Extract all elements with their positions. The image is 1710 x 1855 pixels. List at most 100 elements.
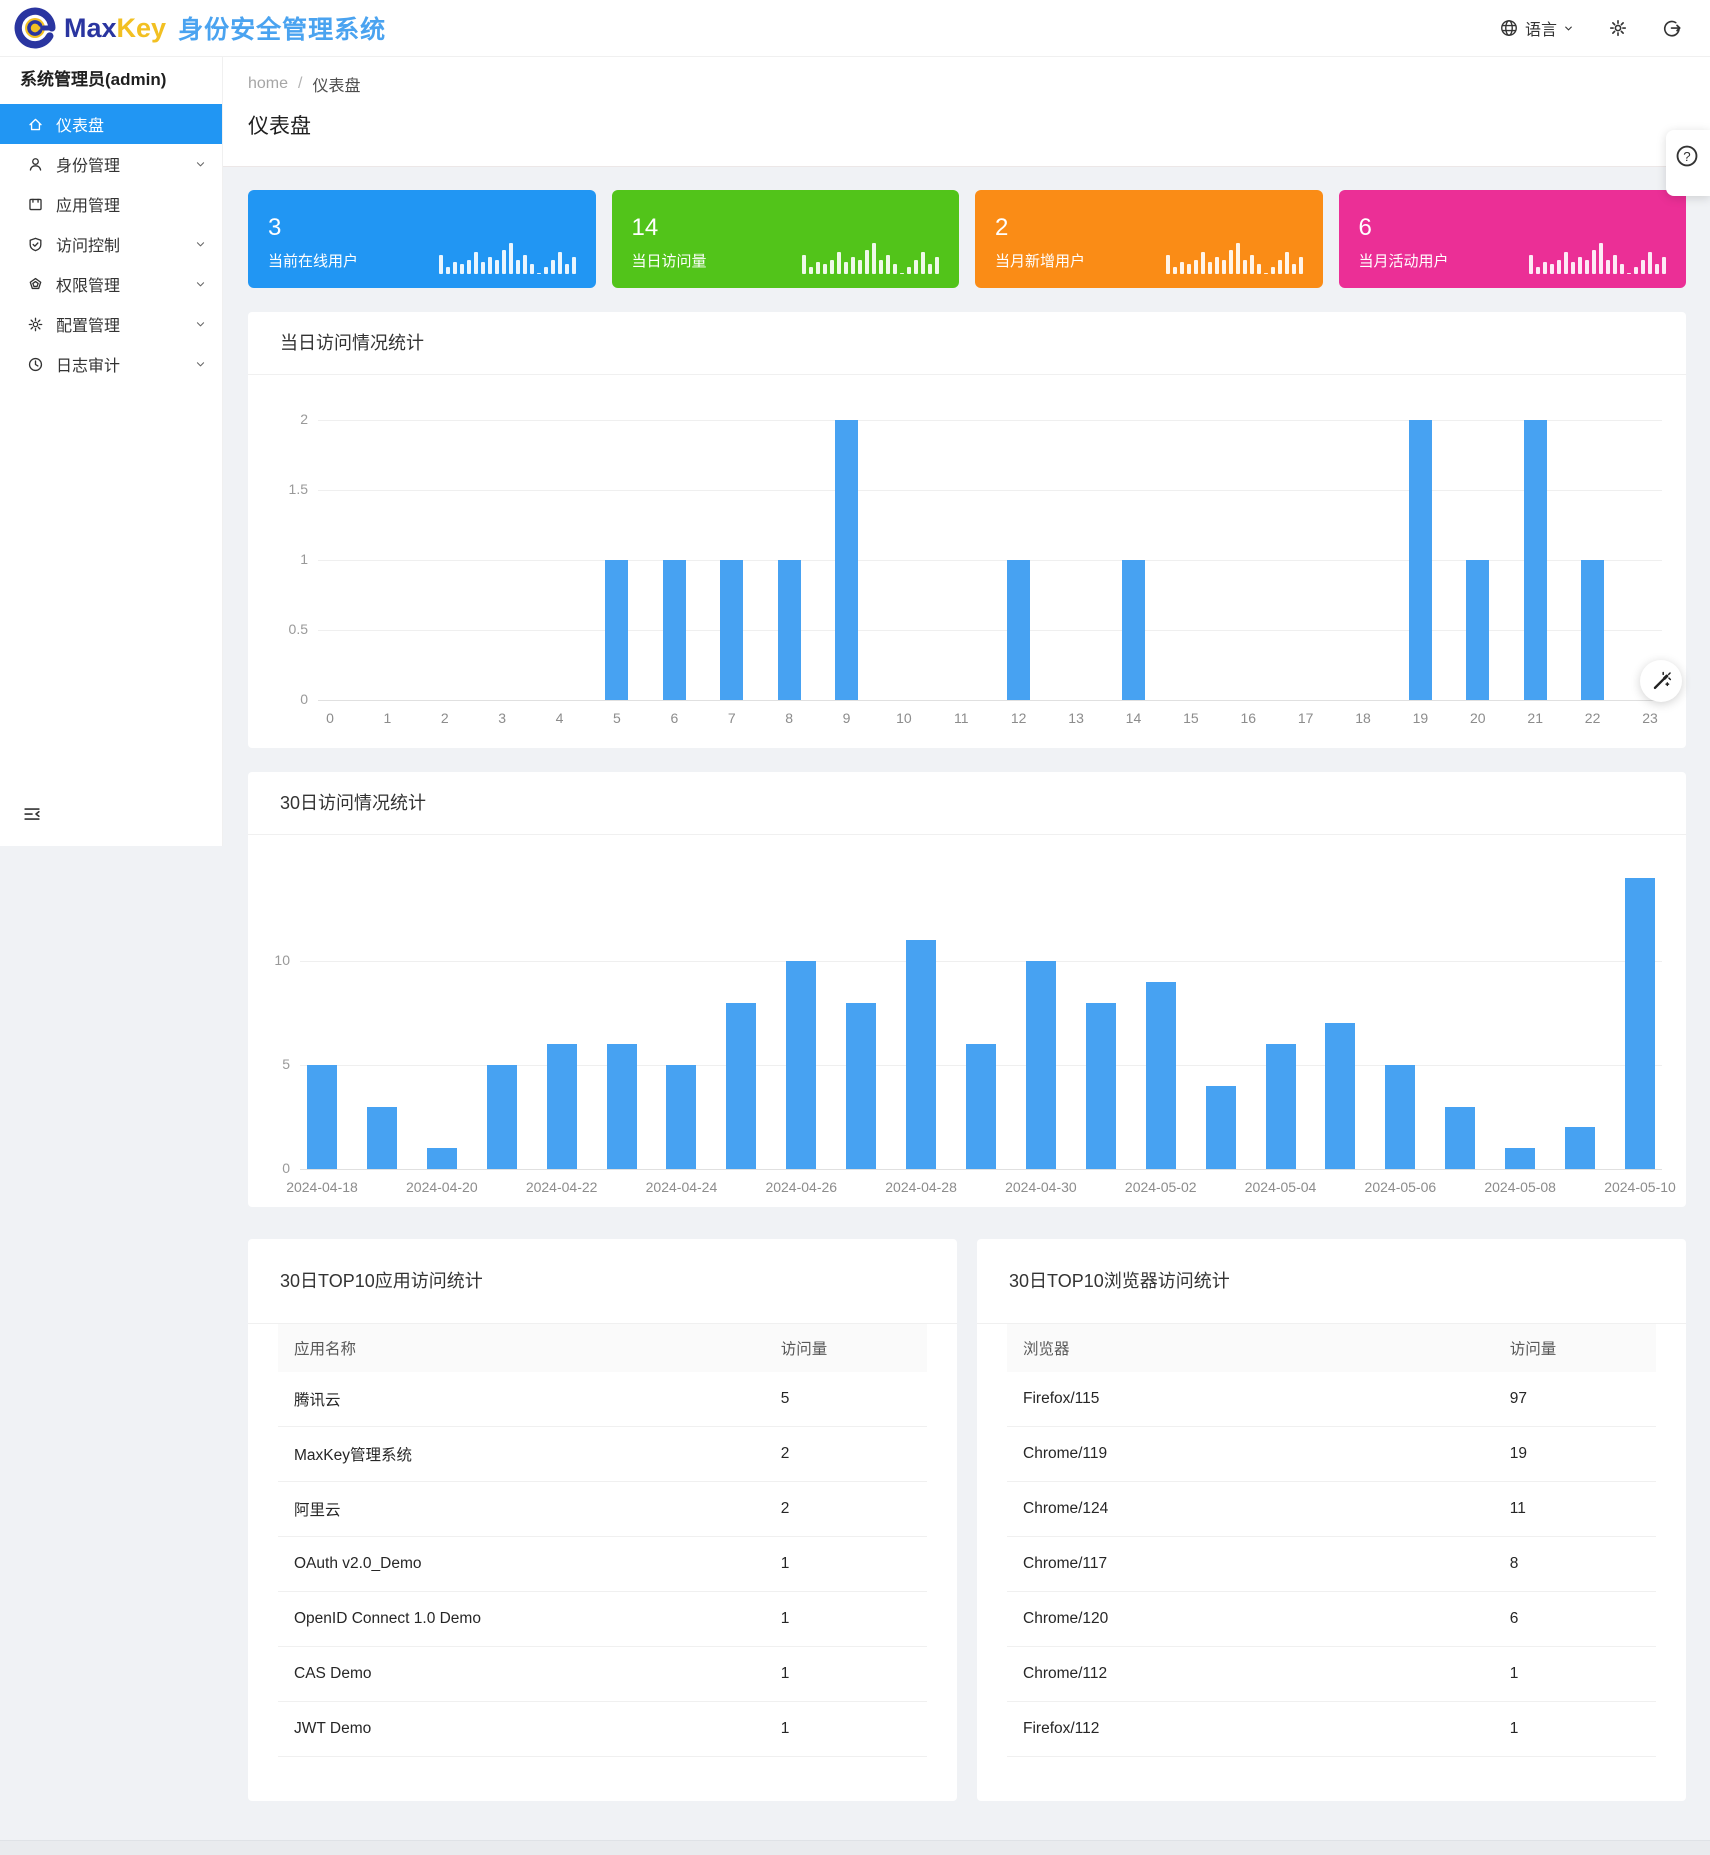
sidebar-item-audit[interactable]: 日志审计 [0,344,222,384]
x-axis-label: 20 [1470,710,1486,726]
x-axis-label: 3 [498,710,507,726]
chart-bar [1121,560,1145,700]
logout-button[interactable] [1662,18,1682,38]
sidebar-menu: 仪表盘身份管理应用管理访问控制权限管理配置管理 日志审计 [0,104,222,384]
y-axis-label: 2 [300,411,308,427]
y-axis-label: 0 [300,691,308,707]
sparkline-bar [858,259,862,274]
sidebar-item-access[interactable]: 访问控制 [0,224,222,264]
sparkline-bar [914,259,918,274]
stat-value: 14 [631,214,659,241]
table-cell-count: 1 [764,1646,927,1702]
x-axis-label: 7 [727,710,736,726]
sparkline-bar [550,259,555,274]
chart-bar [1145,981,1176,1169]
table-cell-count: 1 [764,1701,927,1757]
chart-card-daily: 当日访问情况统计 0 0.5 1 1.5 2 0 1 2 3 4 5 6 7 8 9 10 11 12 13 14 15… [248,312,1686,748]
breadcrumb-home[interactable]: home [248,75,289,92]
x-axis-label: 6 [670,710,679,726]
table-cell-name: OAuth v2.0_Demo [278,1536,765,1592]
sparkline-bar [879,259,883,274]
chart-bar [1565,1127,1596,1169]
table-row: OAuth v2.0_Demo 1 [278,1536,927,1592]
settings-button[interactable] [1608,18,1628,38]
x-axis-label: 2024-05-02 [1124,1179,1197,1195]
x-axis-label: 10 [896,710,912,726]
table-cell-count: 8 [1493,1536,1656,1592]
sidebar-item-label: 身份管理 [56,158,121,175]
chevron-down-icon [196,321,205,326]
table-cell-name: Chrome/112 [1007,1646,1494,1702]
menu-fold-icon [24,808,40,820]
sparkline-bar [1578,257,1582,274]
table-header-count: 访问量 [1493,1324,1656,1372]
sparkline-bar [921,252,925,274]
gridline [318,700,1662,701]
chart-bar [786,961,817,1169]
sidebar-collapse-button[interactable] [22,804,42,824]
sparkline-chart [1165,240,1303,274]
table-row: 腾讯云 5 [278,1372,927,1427]
chevron-down-icon [196,161,205,166]
sparkline-bar [1242,259,1247,274]
y-axis-label: 10 [274,952,290,968]
gridline [318,630,1662,631]
sidebar-item-label: 权限管理 [56,278,121,295]
chart-title-daily: 当日访问情况统计 [248,312,1686,375]
x-axis-label: 19 [1412,710,1429,726]
x-axis-label: 17 [1297,710,1314,726]
sparkline-bar [445,266,450,274]
x-axis-label: 0 [326,710,334,726]
table-cell-count: 11 [1493,1481,1656,1537]
tables-row: 30日TOP10应用访问统计 应用名称 访问量 腾讯云 5 MaxKey管理系统 2 阿里云… [248,1239,1686,1801]
language-menu[interactable]: 语言 [1499,16,1574,40]
sparkline-bar [1557,259,1561,274]
sparkline-bar [466,259,471,274]
sparkline-bar [1599,242,1603,274]
sidebar-item-application[interactable]: 应用管理 [0,184,222,224]
page-title: 仪表盘 [248,115,311,138]
chevron-down-icon [196,281,205,286]
sparkline-bar [1270,266,1275,274]
y-axis-label: 5 [282,1056,290,1072]
table-row: Chrome/119 19 [1007,1426,1656,1482]
gridline [318,490,1662,491]
sidebar-item-identity[interactable]: 身份管理 [0,144,222,184]
brand-key: Key [116,12,167,43]
admin-title: 系统管理员(admin) [20,70,167,89]
chevron-down-icon [196,361,205,366]
table-cell-count: 19 [1493,1426,1656,1482]
table-cell-name: MaxKey管理系统 [278,1426,765,1482]
top-apps-card: 30日TOP10应用访问统计 应用名称 访问量 腾讯云 5 MaxKey管理系统 2 阿里云… [248,1239,957,1801]
table-row: Chrome/112 1 [1007,1646,1656,1702]
chart-bar [666,1065,697,1169]
x-axis-label: 2024-04-26 [765,1179,838,1195]
sparkline-bar [452,262,457,274]
chart-bar [846,1002,877,1169]
sparkline-bar [872,242,876,274]
sidebar-item-permission[interactable]: 权限管理 [0,264,222,304]
stat-value: 2 [995,214,1009,241]
x-axis-label: 8 [785,710,794,726]
help-tab[interactable]: ? [1666,130,1710,196]
table-cell-name: OpenID Connect 1.0 Demo [278,1591,765,1647]
theme-wand-button[interactable] [1640,660,1682,702]
gridline [300,1169,1662,1170]
chart-title-30day: 30日访问情况统计 [248,772,1686,835]
sidebar-item-config[interactable]: 配置管理 [0,304,222,344]
sparkline-bar [1613,254,1617,274]
table-cell-count: 1 [764,1536,927,1592]
home-icon [29,118,42,130]
sidebar-item-label: 应用管理 [56,198,121,215]
x-axis-label: 4 [555,710,564,726]
stat-label: 当月活动用户 [1358,253,1449,270]
sparkline-chart [438,240,576,274]
table-row: Chrome/117 8 [1007,1536,1656,1592]
sparkline-bar [543,266,548,274]
sparkline-bar [1214,257,1219,274]
table-cell-count: 6 [1493,1591,1656,1647]
sidebar-item-dashboard[interactable]: 仪表盘 [0,104,222,144]
chart-bar [1445,1106,1476,1169]
sparkline-bar [1585,259,1589,274]
